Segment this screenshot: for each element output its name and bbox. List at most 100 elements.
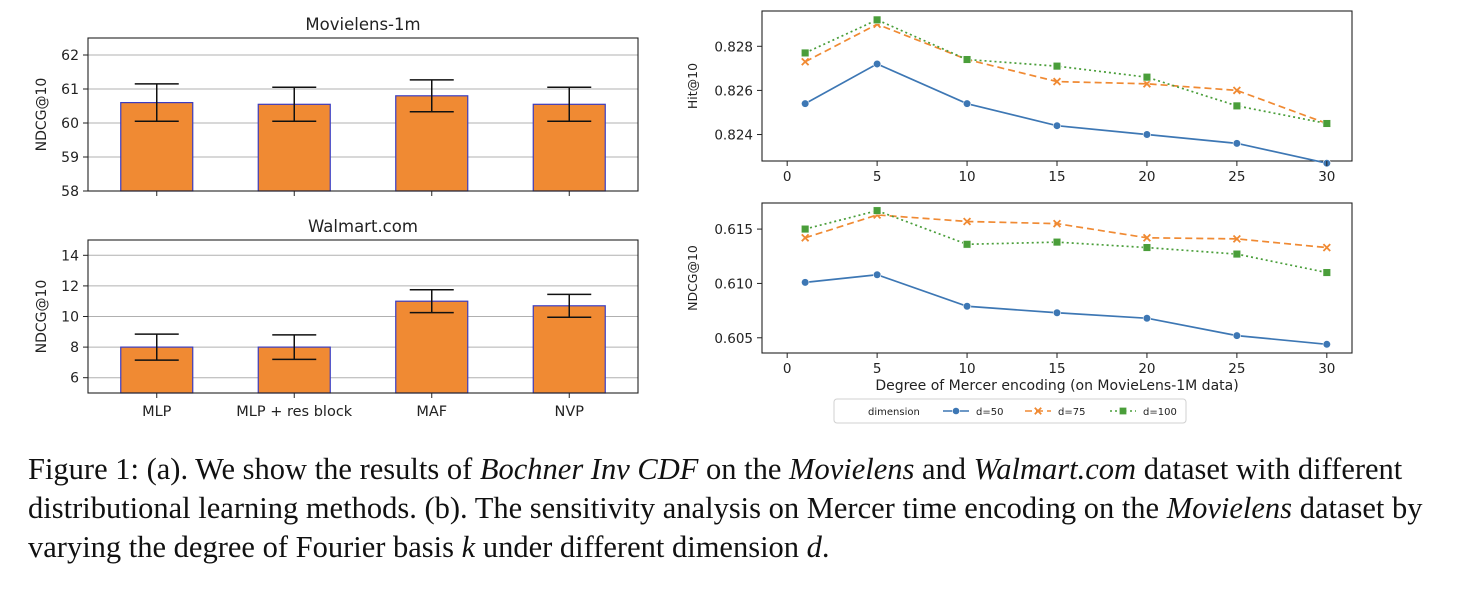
y-axis-label: NDCG@10 xyxy=(685,245,700,311)
y-axis-label: Hit@10 xyxy=(685,63,700,109)
data-point xyxy=(1322,243,1331,252)
legend: dimension d=50 d=75 d=100 xyxy=(833,398,1187,424)
data-point xyxy=(1232,331,1241,340)
y-tick-label: 58 xyxy=(61,184,79,200)
x-tick-label: 20 xyxy=(1138,361,1155,377)
data-point xyxy=(801,99,810,108)
legend-label-d=50: d=50 xyxy=(976,407,1003,418)
y-tick-label: 0.605 xyxy=(714,331,753,347)
legend-label-d=75: d=75 xyxy=(1058,407,1085,418)
x-tick-label: 5 xyxy=(873,361,882,377)
data-point xyxy=(1142,233,1151,242)
data-point xyxy=(1232,250,1241,259)
bar xyxy=(532,305,606,394)
x-tick-label: MLP + res block xyxy=(236,404,353,420)
y-tick-label: 6 xyxy=(70,371,79,387)
series-line-d=100 xyxy=(804,209,1327,274)
y-tick-label: 14 xyxy=(61,248,79,264)
data-point xyxy=(1052,121,1062,130)
x-tick-label: MLP xyxy=(142,404,172,420)
y-tick-label: 61 xyxy=(61,82,79,98)
x-tick-label: 10 xyxy=(958,361,975,377)
movielens-bar-chart: 58 59 60 61 62 Movielens-1m NDCG@10 xyxy=(34,15,639,200)
data-point xyxy=(1142,130,1152,139)
y-tick-label: 0.824 xyxy=(714,128,753,144)
data-point xyxy=(1142,79,1151,88)
x-tick-label: 25 xyxy=(1228,169,1245,185)
x-tick-label: 30 xyxy=(1318,361,1335,377)
data-point xyxy=(873,15,882,24)
data-point xyxy=(1052,308,1062,317)
bar xyxy=(395,300,469,394)
data-point xyxy=(963,240,972,249)
series-line-d=100 xyxy=(804,18,1327,125)
data-point xyxy=(1322,268,1331,277)
y-axis-label: NDCG@10 xyxy=(34,78,50,152)
x-tick-label: 15 xyxy=(1048,361,1065,377)
data-point xyxy=(1052,77,1062,86)
legend-label-d=100: d=100 xyxy=(1143,407,1177,418)
data-point xyxy=(1052,219,1062,228)
data-point xyxy=(801,48,810,57)
y-tick-label: 62 xyxy=(61,48,79,64)
data-point xyxy=(1232,86,1241,95)
data-point xyxy=(962,302,972,311)
series-line-d=50 xyxy=(804,62,1328,165)
y-tick-label: 12 xyxy=(61,279,79,295)
data-point xyxy=(801,278,810,287)
ndcg-at-10-line-chart: 0 5 10 15 20 25 30 0.605 0.610 0.615 NDCG@10 Degree… xyxy=(685,202,1353,394)
data-point xyxy=(1232,234,1241,243)
data-point xyxy=(963,217,972,226)
data-point xyxy=(1142,314,1152,323)
y-tick-label: 0.826 xyxy=(714,83,753,99)
data-point xyxy=(1052,62,1062,71)
hit-at-10-line-chart: 0 5 10 15 20 25 30 0.824 0.826 0.828 Hit@10 xyxy=(685,10,1353,185)
chart-title: Walmart.com xyxy=(308,217,418,236)
x-axis-label: Degree of Mercer encoding (on MovieLens-… xyxy=(875,378,1238,394)
data-point xyxy=(1119,407,1127,415)
legend-title: dimension xyxy=(868,407,920,418)
x-tick-label: NVP xyxy=(554,404,584,420)
data-point xyxy=(873,59,882,69)
y-axis-label: NDCG@10 xyxy=(34,280,50,354)
data-point xyxy=(801,57,810,66)
y-tick-label: 10 xyxy=(61,310,79,326)
figure-caption: Figure 1: (a). We show the results of Bo… xyxy=(28,452,1423,564)
data-point xyxy=(1232,101,1241,110)
y-tick-label: 59 xyxy=(61,150,79,166)
x-tick-label: 25 xyxy=(1228,361,1245,377)
legend-frame xyxy=(833,398,1187,424)
series-line-d=75 xyxy=(804,214,1327,249)
x-tick-label: 30 xyxy=(1318,169,1335,185)
series-line-d=50 xyxy=(805,273,1327,346)
y-tick-label: 0.615 xyxy=(714,222,753,238)
walmart-bar-chart: MLP MLP + res block MAF NVP 6 8 10 12 14 Walmart.… xyxy=(34,217,639,420)
data-point xyxy=(1052,238,1062,247)
x-tick-label: 15 xyxy=(1048,169,1065,185)
x-tick-label: MAF xyxy=(416,404,447,420)
data-point xyxy=(1232,139,1241,148)
x-tick-label: 5 xyxy=(873,169,882,185)
x-tick-label: 0 xyxy=(783,169,792,185)
data-point xyxy=(952,407,960,415)
data-point xyxy=(1322,340,1331,349)
data-point xyxy=(1142,243,1151,252)
axes-frame xyxy=(87,37,639,192)
x-tick-label: 10 xyxy=(958,169,975,185)
x-tick-label: 20 xyxy=(1138,169,1155,185)
data-point xyxy=(1142,73,1151,82)
data-point xyxy=(873,270,882,279)
y-tick-label: 0.828 xyxy=(714,39,753,55)
series-line-d=75 xyxy=(804,23,1328,125)
y-tick-label: 0.610 xyxy=(714,276,753,292)
chart-title: Movielens-1m xyxy=(305,15,420,34)
x-tick-label: 0 xyxy=(783,361,792,377)
data-point xyxy=(873,206,882,215)
data-point xyxy=(801,225,810,234)
y-tick-label: 60 xyxy=(61,116,79,132)
data-point xyxy=(1034,407,1042,415)
data-point xyxy=(963,55,972,64)
data-point xyxy=(801,233,810,242)
y-tick-label: 8 xyxy=(70,340,79,356)
